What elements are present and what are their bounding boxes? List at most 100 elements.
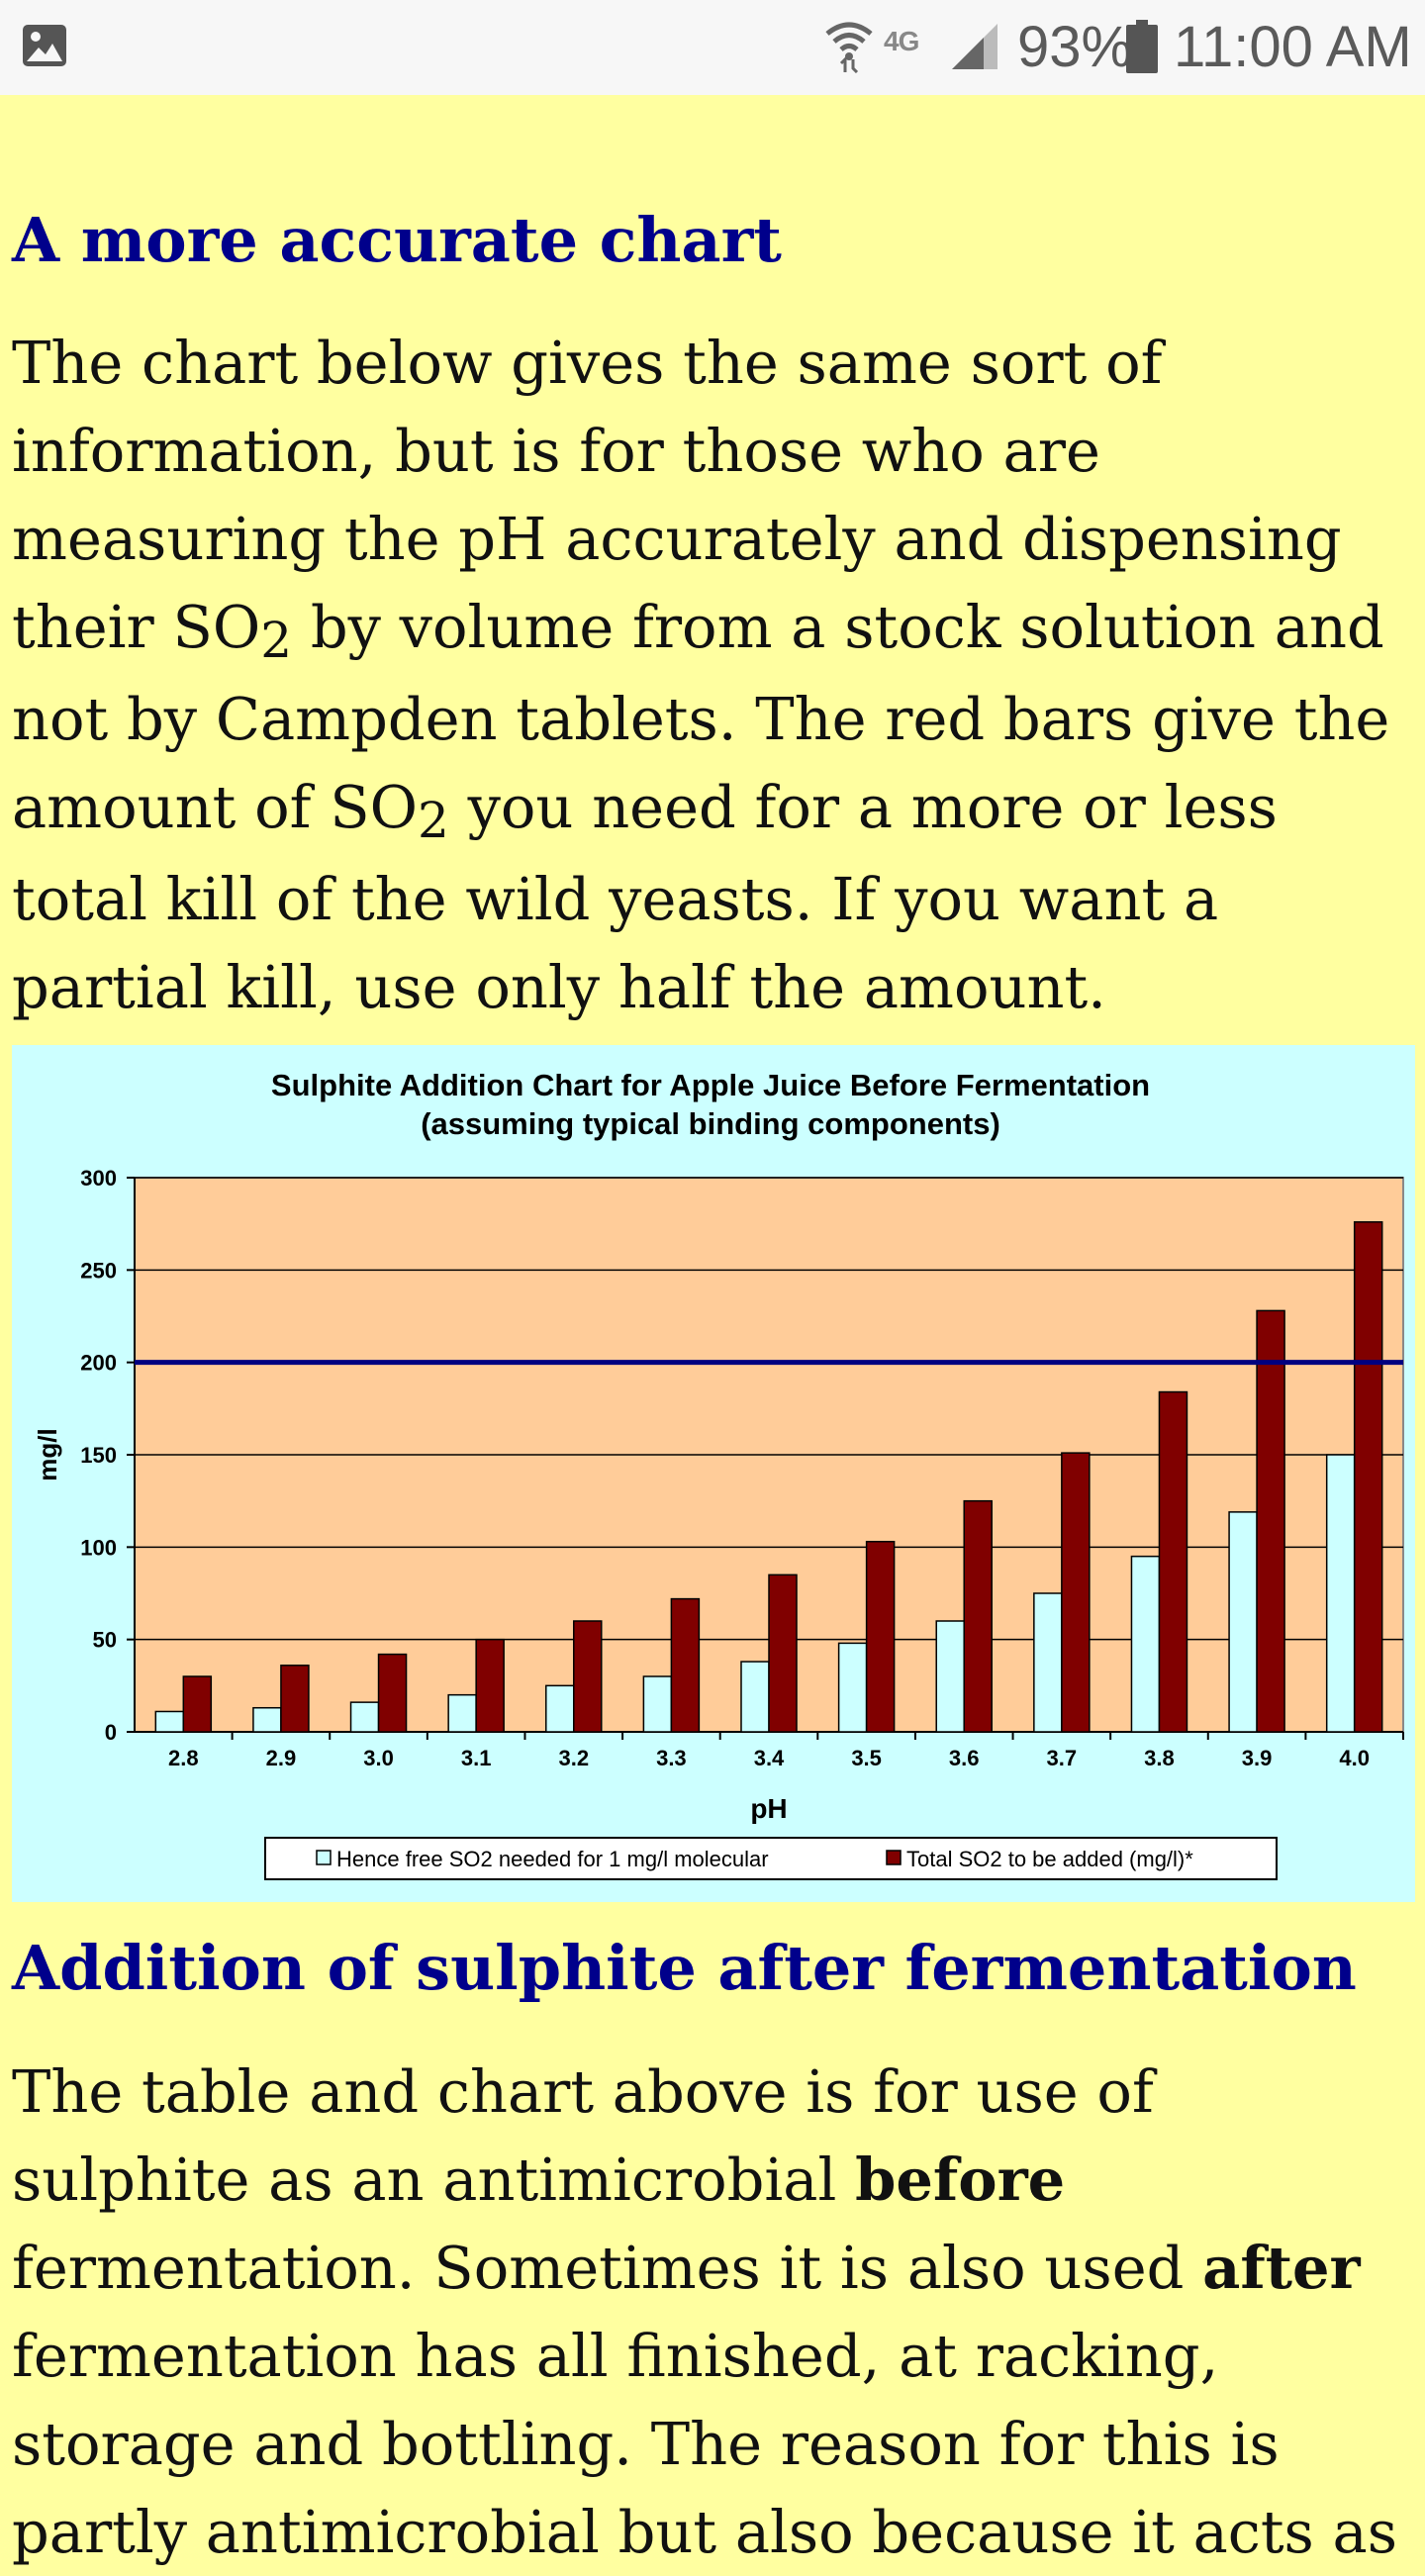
- paragraph-line: fermentation has all finished, at rackin…: [12, 2312, 1417, 2400]
- subscript: 2: [418, 792, 449, 849]
- x-tick-label: 3.1: [461, 1746, 492, 1770]
- y-tick-label: 200: [80, 1351, 117, 1376]
- text-run: measuring the pH accurately and dispensi…: [12, 505, 1342, 573]
- y-tick-label: 50: [93, 1628, 117, 1653]
- bar-total-so2: [1353, 1221, 1383, 1733]
- bar-free-so2: [545, 1684, 575, 1733]
- text-run: partial kill, use only half the amount.: [12, 953, 1106, 1021]
- x-tick-label: 3.2: [558, 1746, 589, 1770]
- x-tick-label: 3.9: [1242, 1746, 1273, 1770]
- paragraph-line: total kill of the wild yeasts. If you wa…: [12, 855, 1417, 943]
- bar-free-so2: [252, 1706, 282, 1733]
- x-tick-label: 2.8: [168, 1746, 199, 1770]
- bar-free-so2: [447, 1693, 477, 1733]
- x-tick-label: 3.7: [1047, 1746, 1078, 1770]
- legend-label: Hence free SO2 needed for 1 mg/l molecul…: [336, 1847, 769, 1871]
- bar-free-so2: [1033, 1592, 1063, 1733]
- section-heading-accurate-chart: A more accurate chart: [12, 204, 782, 276]
- paragraph-after-fermentation: The table and chart above is for use of s…: [12, 2048, 1417, 2576]
- section-heading-after-fermentation: Addition of sulphite after fermentation: [12, 1932, 1357, 2004]
- paragraph-line: not by Campden tablets. The red bars giv…: [12, 675, 1417, 763]
- bar-total-so2: [670, 1597, 701, 1733]
- bar-free-so2: [935, 1620, 965, 1733]
- text-run: storage and bottling. The reason for thi…: [12, 2410, 1280, 2478]
- text-run: their SO: [12, 593, 261, 661]
- bar-total-so2: [182, 1675, 213, 1733]
- text-run: by volume from a stock solution and: [292, 593, 1384, 661]
- paragraph-line: partly antimicrobial but also because it…: [12, 2488, 1417, 2576]
- text-run: total kill of the wild yeasts. If you wa…: [12, 865, 1219, 933]
- y-tick-label: 0: [105, 1720, 117, 1745]
- paragraph-line: The table and chart above is for use of: [12, 2048, 1417, 2136]
- bar-total-so2: [573, 1620, 603, 1733]
- paragraph-line: information, but is for those who are: [12, 407, 1417, 495]
- x-tick-label: 3.0: [363, 1746, 394, 1770]
- bold-text: before: [855, 2146, 1066, 2214]
- network-type-label: 4G: [884, 26, 919, 56]
- text-run: fermentation. Sometimes it is also used: [12, 2234, 1203, 2302]
- image-notification-icon: [23, 25, 66, 66]
- paragraph-line: The chart below gives the same sort of: [12, 319, 1417, 407]
- bar-free-so2: [642, 1675, 673, 1733]
- subscript: 2: [260, 612, 293, 669]
- status-bar: 4G 93% 11:00 AM: [0, 0, 1425, 95]
- y-tick-label: 150: [80, 1443, 117, 1468]
- x-tick-label: 3.6: [949, 1746, 980, 1770]
- x-tick-label: 3.4: [754, 1746, 785, 1770]
- text-run: The chart below gives the same sort of: [12, 329, 1163, 397]
- bar-free-so2: [154, 1710, 185, 1733]
- battery-icon: [1126, 20, 1158, 73]
- bar-free-so2: [740, 1661, 770, 1733]
- paragraph-line: amount of SO2 you need for a more or les…: [12, 763, 1417, 855]
- x-tick-label: 4.0: [1339, 1746, 1370, 1770]
- text-run: not by Campden tablets. The red bars giv…: [12, 685, 1390, 753]
- text-run: partly antimicrobial but also because it…: [12, 2498, 1398, 2566]
- chart-subtitle: (assuming typical binding components): [421, 1106, 1000, 1141]
- text-run: amount of SO: [12, 773, 419, 841]
- x-tick-label: 3.3: [656, 1746, 687, 1770]
- bar-total-so2: [1256, 1309, 1285, 1733]
- bar-total-so2: [280, 1665, 310, 1733]
- text-run: you need for a more or less: [448, 773, 1278, 841]
- y-tick-label: 250: [80, 1258, 117, 1283]
- text-run: The table and chart above is for use of: [12, 2057, 1154, 2126]
- paragraph-line: their SO2 by volume from a stock solutio…: [12, 583, 1417, 675]
- wifi-icon: [825, 22, 873, 73]
- sulphite-chart: Sulphite Addition Chart for Apple Juice …: [12, 1045, 1415, 1902]
- bar-total-so2: [963, 1499, 993, 1733]
- bar-total-so2: [865, 1540, 896, 1733]
- bar-total-so2: [1061, 1452, 1091, 1733]
- text-run: information, but is for those who are: [12, 417, 1100, 485]
- chart-title: Sulphite Addition Chart for Apple Juice …: [271, 1068, 1150, 1102]
- y-axis-label: mg/l: [33, 1428, 62, 1480]
- text-run: fermentation has all finished, at rackin…: [12, 2322, 1219, 2390]
- paragraph-accurate-chart: The chart below gives the same sort of in…: [12, 319, 1417, 1031]
- paragraph-line: sulphite as an antimicrobial before: [12, 2136, 1417, 2224]
- legend-box: [264, 1837, 1278, 1880]
- bold-text: after: [1202, 2234, 1361, 2302]
- x-tick-label: 3.5: [851, 1746, 882, 1770]
- paragraph-line: partial kill, use only half the amount.: [12, 943, 1417, 1031]
- x-tick-label: 2.9: [266, 1746, 297, 1770]
- bar-total-so2: [768, 1574, 798, 1733]
- legend-swatch: [886, 1850, 902, 1865]
- clock: 11:00 AM: [1174, 15, 1412, 79]
- bar-total-so2: [1158, 1390, 1188, 1733]
- paragraph-line: storage and bottling. The reason for thi…: [12, 2400, 1417, 2488]
- text-run: sulphite as an antimicrobial: [12, 2146, 856, 2214]
- y-tick-label: 300: [80, 1166, 117, 1191]
- paragraph-line: measuring the pH accurately and dispensi…: [12, 495, 1417, 583]
- paragraph-line: fermentation. Sometimes it is also used …: [12, 2224, 1417, 2312]
- bar-free-so2: [837, 1642, 868, 1733]
- x-tick-label: 3.8: [1144, 1746, 1175, 1770]
- x-axis-label: pH: [750, 1793, 787, 1824]
- bar-free-so2: [1228, 1511, 1258, 1733]
- bar-free-so2: [1130, 1555, 1161, 1733]
- battery-percent: 93%: [1017, 15, 1133, 79]
- legend-swatch: [316, 1850, 332, 1865]
- bar-total-so2: [475, 1638, 505, 1733]
- y-tick-label: 100: [80, 1535, 117, 1560]
- bar-total-so2: [377, 1653, 408, 1733]
- signal-icon: [952, 24, 998, 69]
- bar-free-so2: [1325, 1454, 1356, 1733]
